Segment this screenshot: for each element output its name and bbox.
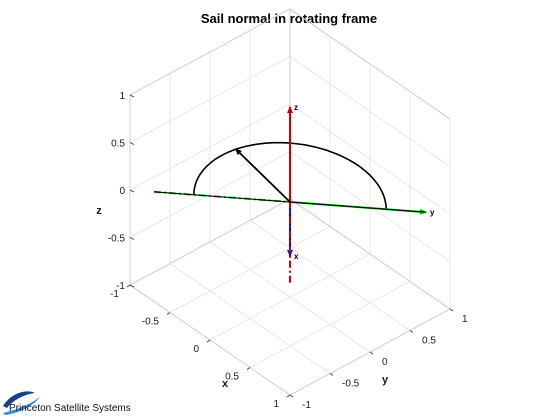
axes-box: -1 -0.5 0 0.5 1 -1 -0.5 0 0.5 1 -1 -0.5 0 0.5 1: [108, 8, 468, 411]
grid-line: [209, 241, 371, 353]
y-tick: [369, 351, 374, 355]
grid-line: [249, 220, 411, 331]
z-tick-label: -1: [116, 281, 125, 292]
grid-line: [289, 151, 451, 262]
z-axis-label: z: [96, 205, 102, 217]
frame-edge: [289, 8, 451, 120]
z-tick-label: 0: [119, 186, 125, 197]
z-axis-label: z: [294, 103, 298, 112]
x-axis-label: x: [294, 252, 299, 261]
x-tick: [246, 367, 251, 370]
y-tick: [449, 308, 454, 312]
x-tick: [206, 339, 211, 343]
z-tick-label: 1: [119, 91, 125, 102]
grid-line: [129, 151, 291, 238]
y-axis-label: y: [382, 374, 389, 386]
y-tick-label: -0.5: [342, 379, 360, 390]
grid-line: [289, 56, 451, 167]
y-tick: [409, 330, 414, 333]
grid-line: [129, 103, 291, 191]
y-tick: [329, 373, 334, 376]
axis-labels: x y z: [96, 205, 389, 390]
z-tick-label: 0.5: [111, 139, 125, 150]
z-tick: [129, 237, 135, 240]
chart-title: Sail normal in rotating frame: [201, 11, 377, 26]
plot-area: x y z: [153, 103, 435, 283]
x-tick-label: 1: [273, 399, 279, 410]
x-tick: [286, 394, 291, 398]
logo-text: Princeton Satellite Systems: [9, 403, 131, 414]
x-tick-label: -1: [110, 289, 119, 300]
x-tick-label: 0.5: [225, 372, 239, 383]
x-axis-label: x: [222, 378, 229, 390]
frame-edge: [129, 8, 291, 96]
x-tick: [126, 284, 131, 288]
frame-edge: [129, 198, 291, 286]
x-tick: [166, 312, 171, 315]
grid-line: [169, 263, 331, 374]
frame-edge: [289, 198, 451, 310]
company-logo: Princeton Satellite Systems: [3, 391, 131, 415]
z-tick: [129, 94, 135, 98]
grid-line: [289, 103, 451, 215]
y-tick: [289, 394, 294, 398]
z-tick-label: -0.5: [108, 234, 126, 245]
z-tick: [129, 142, 135, 145]
z-tick: [129, 189, 135, 193]
y-axis-label: y: [430, 208, 435, 217]
sail-normal-vector: [234, 148, 291, 203]
y-tick-label: 0: [382, 357, 388, 368]
grid-line: [129, 56, 291, 143]
y-tick-label: 0.5: [422, 336, 436, 347]
y-tick-label: -1: [302, 400, 311, 411]
x-tick-label: 0: [193, 344, 199, 355]
y-tick-label: 1: [462, 314, 468, 325]
z-tick: [129, 284, 135, 288]
x-tick-label: -0.5: [142, 317, 160, 328]
logo-swoosh-icon: [3, 391, 40, 415]
